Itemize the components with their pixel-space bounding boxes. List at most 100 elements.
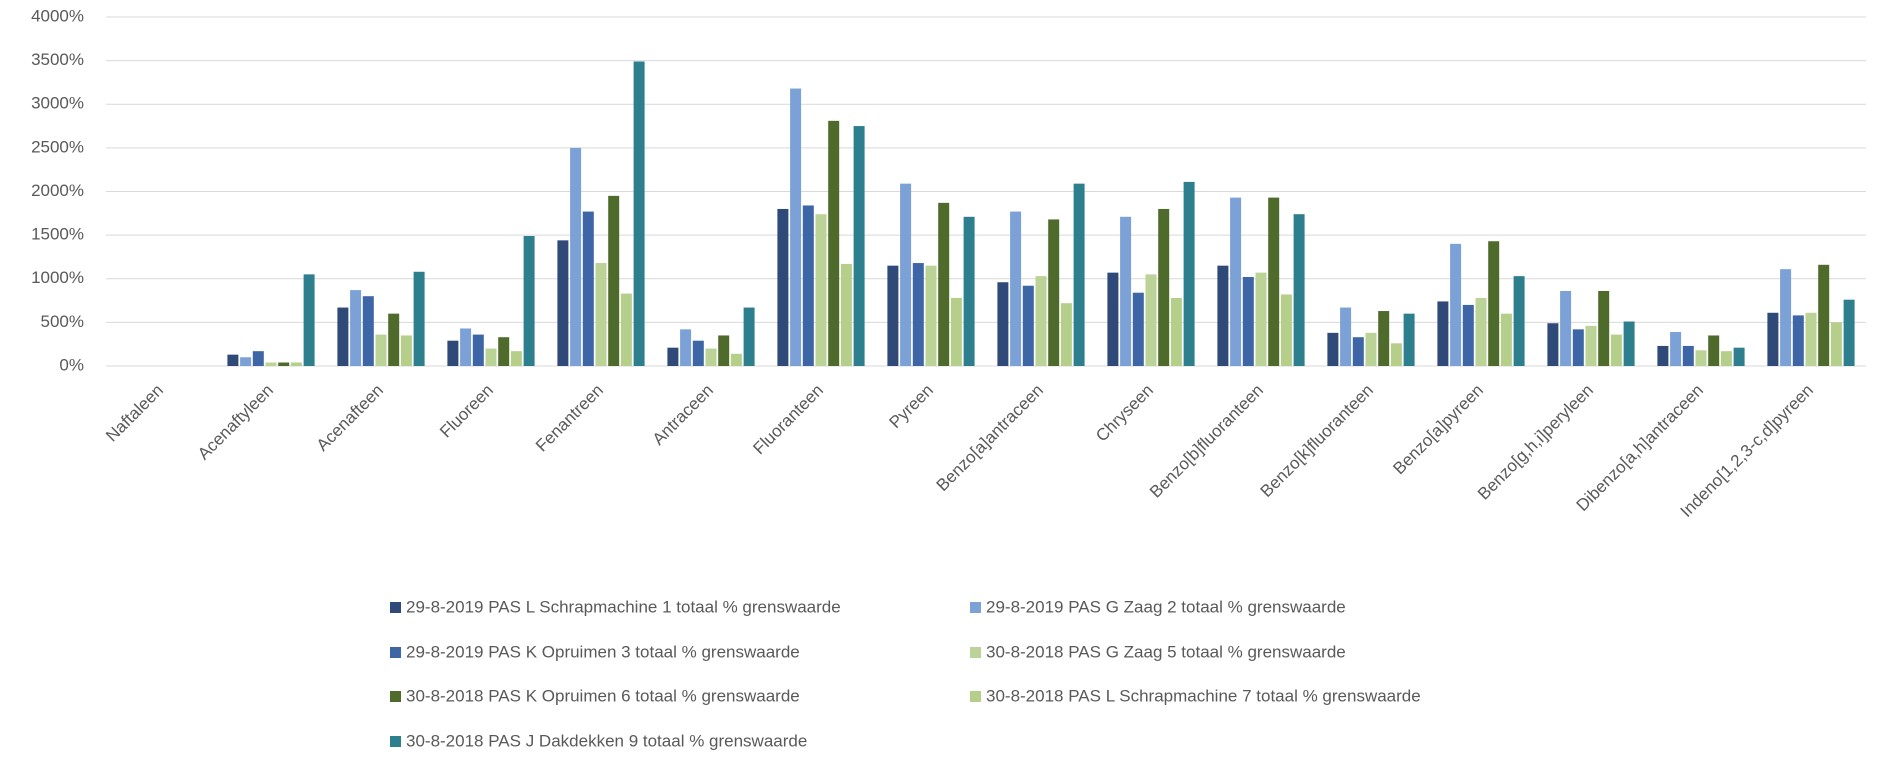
bar [1670, 331, 1682, 366]
x-tick-label: Chryseen [1092, 381, 1157, 446]
bar [1720, 351, 1732, 366]
bar [1255, 272, 1267, 366]
bar [1378, 311, 1390, 366]
x-tick-label: Benzo[b]fluoranteen [1146, 381, 1267, 502]
bar [1437, 301, 1449, 366]
legend-label: 30-8-2018 PAS L Schrapmachine 7 totaal %… [986, 686, 1421, 705]
bar [938, 202, 950, 366]
bar [730, 353, 742, 366]
bar [350, 290, 362, 366]
y-tick-label: 1000% [31, 268, 84, 287]
bar [1818, 264, 1830, 366]
bar [1767, 312, 1779, 366]
bar [582, 211, 594, 366]
bar [1598, 290, 1610, 366]
bar [925, 265, 937, 366]
bar [1327, 332, 1339, 366]
bar [1022, 285, 1034, 366]
legend-label: 30-8-2018 PAS J Dakdekken 9 totaal % gre… [406, 731, 807, 750]
bar [1560, 290, 1572, 366]
bar [1048, 219, 1060, 366]
bar [1145, 274, 1157, 366]
bar [303, 274, 315, 366]
bar [1830, 322, 1842, 366]
bar [1365, 332, 1377, 366]
x-tick-label: Fluoreen [436, 381, 497, 442]
bar [963, 216, 975, 366]
bar [278, 362, 290, 366]
legend-swatch [390, 691, 401, 702]
y-tick-label: 3000% [31, 94, 84, 113]
bar [1572, 329, 1584, 366]
bar [485, 348, 497, 366]
legend-swatch [970, 647, 981, 658]
legend-swatch [390, 736, 401, 747]
bar [227, 354, 239, 366]
bar [853, 126, 865, 366]
x-tick-label: Acenaftyleen [194, 381, 277, 464]
bar [1843, 299, 1855, 366]
bar [1488, 241, 1500, 366]
bar [1450, 243, 1462, 366]
legend-swatch [970, 602, 981, 613]
bar [667, 347, 679, 366]
bar [1268, 197, 1280, 366]
bar [1280, 294, 1292, 366]
bar [595, 263, 607, 366]
legend-label: 30-8-2018 PAS G Zaag 5 totaal % grenswaa… [986, 642, 1346, 661]
bar [828, 120, 840, 366]
bar [1158, 208, 1170, 366]
x-tick-label: Pyreen [885, 381, 937, 433]
bar [900, 183, 912, 366]
y-tick-label: 0% [59, 355, 84, 374]
bar [447, 340, 459, 366]
bar [1805, 312, 1817, 366]
x-tick-label: Benzo[k]fluoranteen [1257, 381, 1377, 501]
bar [705, 348, 717, 366]
bar [1585, 325, 1597, 366]
legend-swatch [970, 691, 981, 702]
bar [997, 282, 1009, 366]
x-tick-label: Acenafteen [313, 381, 387, 455]
bar [633, 61, 645, 367]
bar [510, 351, 522, 366]
bar [413, 271, 425, 366]
bar [1293, 214, 1305, 366]
bar [1132, 292, 1144, 366]
x-tick-label: Fluoranteen [749, 381, 827, 459]
bar [265, 362, 277, 366]
y-tick-label: 3500% [31, 50, 84, 69]
y-tick-label: 4000% [31, 6, 84, 25]
bar [840, 263, 852, 366]
bar [240, 357, 252, 366]
bar [1403, 313, 1415, 366]
bar [692, 340, 704, 366]
bar [523, 235, 535, 366]
bar [388, 313, 400, 366]
x-tick-label: Fenantreen [532, 381, 607, 456]
bar [887, 265, 899, 366]
bar [1708, 335, 1720, 366]
legend-label: 29-8-2019 PAS K Opruimen 3 totaal % gren… [406, 642, 800, 661]
legend-label: 30-8-2018 PAS K Opruimen 6 totaal % gren… [406, 686, 800, 705]
bar [290, 362, 302, 366]
x-tick-label: Benzo[a]antraceen [933, 381, 1047, 495]
bar [1120, 216, 1132, 366]
bar [815, 214, 827, 366]
legend-label: 29-8-2019 PAS L Schrapmachine 1 totaal %… [406, 597, 841, 616]
y-tick-label: 500% [41, 312, 84, 331]
bar [460, 328, 472, 366]
bar [777, 208, 789, 366]
bar [1183, 181, 1195, 366]
y-tick-label: 1500% [31, 225, 84, 244]
bar [1390, 343, 1402, 366]
bar [337, 307, 349, 366]
bar [718, 335, 730, 366]
bar [557, 240, 569, 366]
bar [1230, 197, 1242, 366]
bar [472, 334, 484, 366]
x-tick-label: Antraceen [649, 381, 717, 449]
bar [1513, 276, 1525, 366]
bar [912, 263, 924, 366]
